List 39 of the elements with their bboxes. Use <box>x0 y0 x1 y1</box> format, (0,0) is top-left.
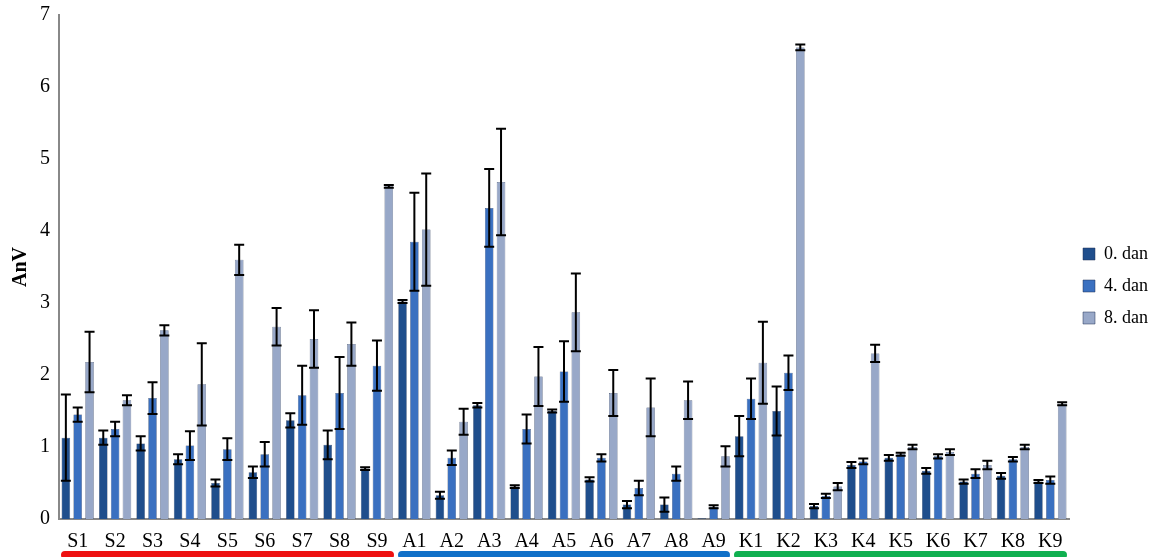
x-tick-label: K2 <box>776 529 801 552</box>
y-tick-label: 3 <box>40 290 50 313</box>
y-tick-label: 1 <box>40 434 50 457</box>
y-tick-label: 7 <box>40 2 50 25</box>
x-tick-label: A5 <box>551 529 577 552</box>
x-tick-label: A9 <box>701 529 726 552</box>
y-tick-label: 5 <box>40 146 50 169</box>
x-tick-label: S6 <box>254 529 276 552</box>
x-tick-label: K6 <box>925 529 951 552</box>
x-tick-label: A4 <box>514 529 539 552</box>
x-tick-label: S2 <box>104 529 126 552</box>
x-tick-label: S7 <box>291 529 313 552</box>
x-tick-label: A1 <box>402 529 427 552</box>
x-tick-label: A7 <box>626 529 652 552</box>
y-tick-label: 0 <box>40 506 50 529</box>
x-tick-label: S5 <box>216 529 238 552</box>
x-tick-label: A2 <box>439 529 465 552</box>
x-tick-label: S1 <box>67 529 89 552</box>
x-tick-label: A3 <box>476 529 502 552</box>
x-tick-label: S4 <box>179 529 201 552</box>
y-tick-label: 6 <box>40 74 50 97</box>
x-tick-label: K3 <box>813 529 839 552</box>
x-tick-label: A6 <box>589 529 614 552</box>
x-tick-label: S8 <box>329 529 351 552</box>
legend-label: 8. dan <box>1104 306 1149 327</box>
x-tick-label: K7 <box>963 529 988 552</box>
x-tick-label: K4 <box>851 529 876 552</box>
y-tick-label: 4 <box>40 218 50 241</box>
legend-label: 4. dan <box>1104 274 1149 295</box>
y-tick-label: 2 <box>40 362 50 385</box>
x-tick-label: S3 <box>141 529 164 552</box>
x-tick-label: K8 <box>1000 529 1026 552</box>
x-tick-label: K9 <box>1038 529 1063 552</box>
x-tick-label: K5 <box>888 529 913 552</box>
y-axis-title: AnV <box>8 246 31 288</box>
x-tick-label: K1 <box>738 529 764 552</box>
x-tick-label: S9 <box>366 529 388 552</box>
legend-label: 0. dan <box>1104 242 1149 263</box>
x-tick-label: A8 <box>664 529 689 552</box>
